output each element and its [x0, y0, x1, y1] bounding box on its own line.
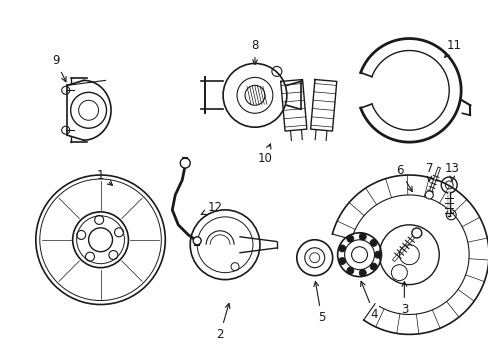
Circle shape [411, 228, 421, 238]
Circle shape [338, 257, 345, 265]
Text: 7: 7 [425, 162, 432, 181]
Text: 11: 11 [444, 39, 461, 58]
Circle shape [359, 269, 366, 276]
Text: 2: 2 [216, 303, 229, 341]
Circle shape [369, 239, 376, 246]
Circle shape [193, 237, 201, 245]
Text: 4: 4 [360, 282, 378, 321]
Circle shape [180, 158, 190, 168]
Circle shape [338, 245, 345, 252]
Circle shape [346, 267, 353, 274]
Circle shape [374, 251, 381, 258]
Text: 1: 1 [97, 168, 112, 185]
Circle shape [346, 235, 353, 242]
Circle shape [369, 263, 376, 270]
Text: 13: 13 [444, 162, 459, 181]
Circle shape [425, 191, 432, 199]
Text: 5: 5 [313, 282, 325, 324]
Text: 9: 9 [52, 54, 66, 82]
Text: 10: 10 [257, 144, 272, 165]
Circle shape [359, 233, 366, 240]
Text: 3: 3 [400, 282, 407, 316]
Text: 12: 12 [201, 201, 222, 215]
Text: 6: 6 [395, 163, 411, 192]
Text: 8: 8 [251, 39, 258, 64]
